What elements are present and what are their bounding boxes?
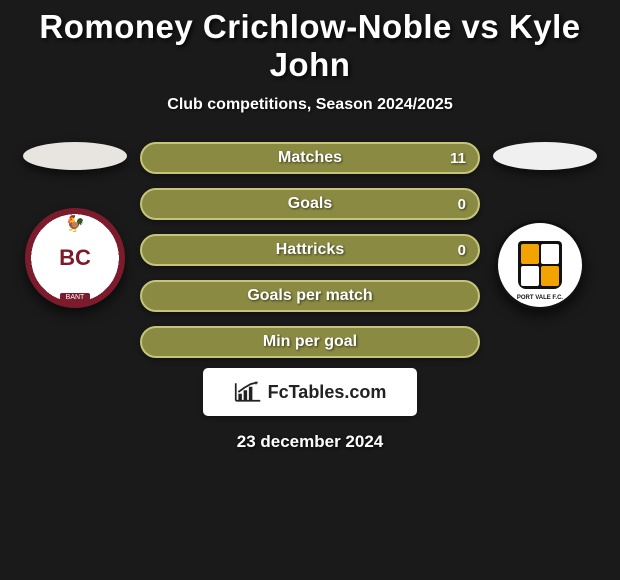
brand-text: FcTables.com [268,382,387,403]
stat-label: Hattricks [276,241,344,259]
stat-right-value: 11 [450,150,466,167]
right-club-badge: PORT VALE F.C. [495,220,585,310]
stat-right-value: 0 [458,242,466,259]
left-badge-banner: BANT [60,293,91,302]
shield-icon [518,241,562,289]
stat-pill: Goals 0 [140,188,480,220]
stat-label: Matches [278,149,342,167]
infographic-root: Romoney Crichlow-Noble vs Kyle John Club… [0,0,620,452]
left-badge-initials: BC [59,247,91,269]
stat-pill: Goals per match [140,280,480,312]
stat-label: Goals [288,195,332,213]
left-player-avatar-oval [23,142,127,170]
stats-column: Matches 11 Goals 0 Hattricks 0 Goals per match… [140,142,480,358]
right-player-column: PORT VALE F.C. [490,142,600,300]
rooster-icon: 🐓 [65,214,85,234]
brand-box: FcTables.com [203,368,417,416]
date-line: 23 december 2024 [0,432,620,452]
right-player-avatar-oval [493,142,597,170]
stat-label: Goals per match [247,287,372,305]
right-club-badge-wrap: PORT VALE F.C. [495,200,595,300]
brand-chart-icon [234,381,262,403]
main-row: 🐓 BC BANT Matches11Goals0Hattricks0Goals… [0,142,620,358]
left-player-column: 🐓 BC BANT [20,142,130,308]
page-title: Romoney Crichlow-Noble vs Kyle John [0,8,620,84]
stat-right-value: 0 [458,196,466,213]
right-badge-ribbon: PORT VALE F.C. [517,295,563,301]
stat-label: Min per goal [263,333,357,351]
stat-pill: Min per goal [140,326,480,358]
subtitle: Club competitions, Season 2024/2025 [0,96,620,114]
left-club-badge: 🐓 BC BANT [25,208,125,308]
stat-pill: Hattricks 0 [140,234,480,266]
stat-pill: Matches 11 [140,142,480,174]
